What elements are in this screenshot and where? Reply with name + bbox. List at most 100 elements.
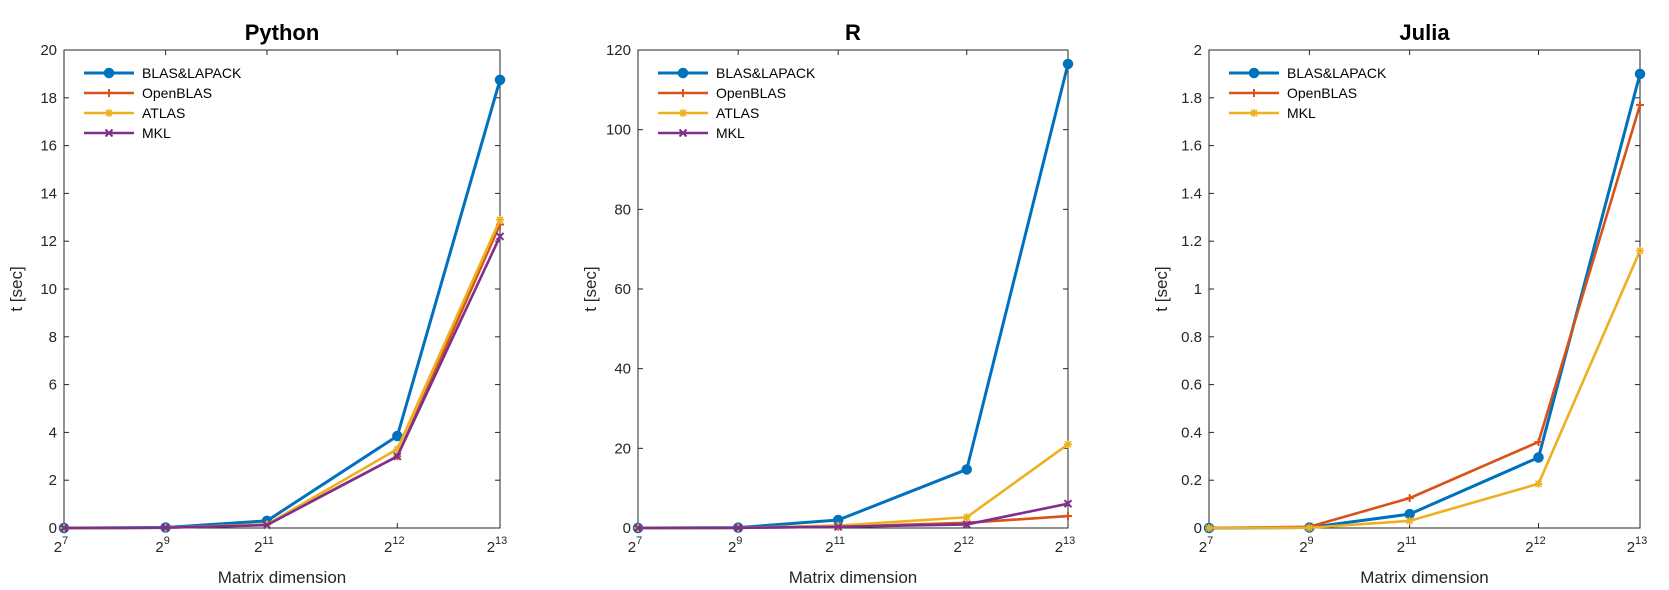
data-point: [962, 520, 971, 529]
legend: BLAS&LAPACK OpenBLAS ATLAS MKL: [84, 65, 242, 141]
y-axis-label: t [sec]: [581, 266, 600, 311]
x-tick-label: 29: [1299, 535, 1313, 556]
data-point: [495, 232, 505, 241]
x-tick-exponent: 7: [636, 535, 642, 547]
data-point: [262, 520, 272, 530]
y-tick-label: 14: [40, 185, 57, 202]
legend-marker: [1250, 89, 1258, 97]
data-point: [1063, 499, 1073, 508]
y-axis-label: t [sec]: [7, 266, 26, 311]
x-axis-label: Matrix dimension: [218, 568, 347, 587]
data-point: [1405, 494, 1414, 503]
data-point: [1534, 437, 1543, 446]
chart-panel-2: 0 20 40 60 80 100 120 27 29 211 212 213 R Matrix dime…: [581, 20, 1075, 587]
x-tick-exponent: 7: [1207, 535, 1213, 547]
plot-area: [1208, 49, 1641, 529]
legend-marker: [103, 67, 115, 79]
y-tick-label: 8: [49, 329, 57, 346]
y-tick-label: 18: [40, 90, 57, 107]
y-tick-label: 120: [606, 42, 631, 59]
x-tick-exponent: 11: [834, 535, 845, 547]
y-tick-label: 10: [40, 281, 57, 298]
data-point: [961, 464, 972, 475]
chart-title: Python: [245, 20, 320, 45]
legend-label: OpenBLAS: [142, 85, 212, 101]
x-tick-label: 213: [1055, 535, 1076, 556]
y-tick-label: 0.2: [1181, 472, 1202, 489]
data-point: [833, 522, 843, 532]
data-point: [1636, 246, 1644, 255]
y-tick-label: 4: [49, 424, 57, 441]
y-tick-label: 40: [614, 361, 631, 378]
y-tick-label: 2: [1194, 42, 1202, 59]
legend-marker: [105, 109, 113, 117]
x-tick-label: 212: [953, 535, 974, 556]
x-tick-exponent: 12: [962, 535, 974, 547]
y-tick-label: 0: [49, 520, 57, 537]
x-tick-label: 212: [1525, 535, 1546, 556]
data-point: [633, 523, 643, 533]
x-tick-exponent: 12: [1534, 535, 1546, 547]
plot-area: [637, 49, 1069, 529]
x-tick-label: 213: [1627, 535, 1648, 556]
y-tick-label: 60: [614, 281, 631, 298]
y-tick-label: 100: [606, 122, 631, 139]
x-tick-exponent: 7: [62, 535, 68, 547]
x-tick-exponent: 12: [392, 535, 404, 547]
x-tick-label: 211: [254, 535, 274, 556]
legend-marker: [104, 128, 114, 138]
y-tick-label: 1.8: [1181, 90, 1202, 107]
x-tick-exponent: 9: [1308, 535, 1314, 547]
x-tick-exponent: 9: [736, 535, 742, 547]
legend-label: MKL: [716, 125, 745, 141]
data-point: [161, 523, 170, 532]
chart-title: R: [845, 20, 861, 45]
legend-label: OpenBLAS: [716, 85, 786, 101]
data-point: [733, 523, 743, 533]
x-tick-label: 27: [54, 535, 68, 556]
legend: BLAS&LAPACK OpenBLAS ATLAS MKL: [658, 65, 816, 141]
y-tick-label: 20: [614, 440, 631, 457]
data-point: [393, 452, 402, 461]
y-tick-label: 16: [40, 138, 57, 155]
data-point: [1305, 523, 1314, 532]
data-point: [393, 445, 402, 454]
x-tick-label: 212: [384, 535, 405, 556]
y-tick-label: 80: [614, 201, 631, 218]
x-tick-label: 29: [728, 535, 742, 556]
legend-label: BLAS&LAPACK: [142, 65, 242, 81]
y-tick-label: 20: [40, 42, 57, 59]
legend: BLAS&LAPACK OpenBLAS MKL: [1229, 65, 1387, 121]
x-tick-label: 29: [155, 535, 169, 556]
x-tick-exponent: 13: [495, 535, 507, 547]
legend-label: MKL: [1287, 105, 1316, 121]
data-point: [494, 74, 506, 86]
data-point: [1062, 58, 1074, 70]
data-point: [1534, 479, 1543, 488]
y-tick-label: 0.4: [1181, 424, 1202, 441]
x-tick-exponent: 11: [262, 535, 273, 547]
y-tick-label: 12: [40, 233, 57, 250]
chart-panel-3: 0 0.2 0.4 0.6 0.8 1 1.2 1.4 1.6 1.8 2 27 29 211 212 213…: [1152, 20, 1647, 587]
x-tick-label: 211: [1397, 535, 1417, 556]
legend-label: BLAS&LAPACK: [716, 65, 816, 81]
legend-marker: [1250, 109, 1258, 117]
data-point: [59, 523, 69, 533]
chart-title: Julia: [1399, 20, 1450, 45]
y-tick-label: 0.6: [1181, 377, 1202, 394]
y-axis-label: t [sec]: [1152, 266, 1171, 311]
x-tick-label: 211: [825, 535, 845, 556]
data-point: [962, 513, 971, 522]
data-point: [1634, 68, 1646, 80]
y-tick-label: 1.6: [1181, 138, 1202, 155]
legend-label: ATLAS: [142, 105, 185, 121]
data-point: [1205, 524, 1213, 532]
y-tick-label: 2: [49, 472, 57, 489]
legend-label: ATLAS: [716, 105, 759, 121]
legend-label: MKL: [142, 125, 171, 141]
legend-label: BLAS&LAPACK: [1287, 65, 1387, 81]
legend-marker: [677, 67, 689, 79]
x-axis-label: Matrix dimension: [789, 568, 918, 587]
x-tick-label: 213: [487, 535, 508, 556]
